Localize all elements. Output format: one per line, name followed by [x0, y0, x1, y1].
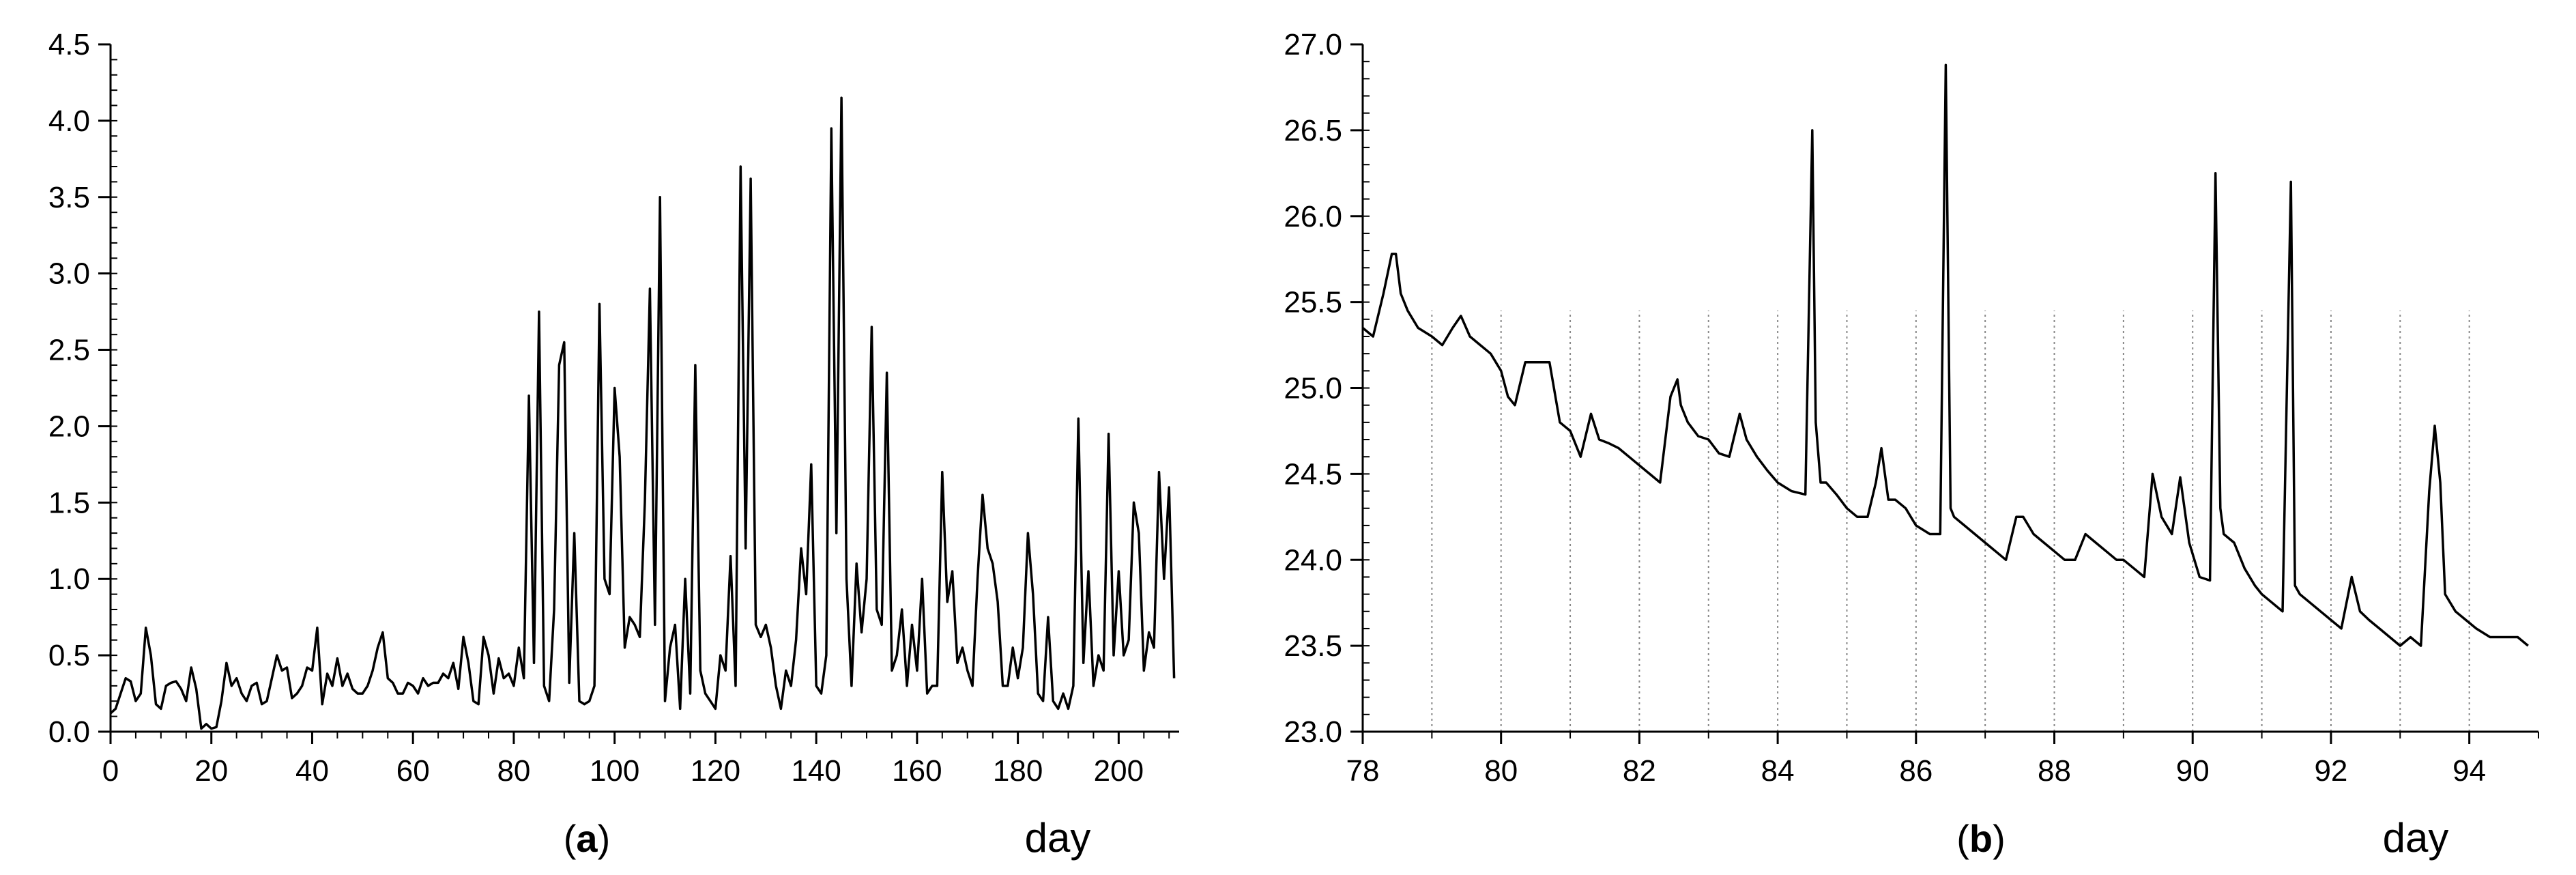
panel-b-y-tick-label-6: 26.0: [1284, 200, 1342, 233]
panel-b-y-tick-label-8: 27.0: [1284, 28, 1342, 61]
panel-a-x-tick-label-8: 160: [892, 754, 942, 788]
panel-b-ticks: [1350, 43, 2539, 744]
panel-b-x-tick-label-3: 84: [1761, 754, 1795, 788]
panel-b-xlabel: day: [2383, 815, 2449, 861]
panel-a-y-tick-label-7: 3.5: [48, 181, 90, 214]
panel-b-x-tick-label-7: 92: [2314, 754, 2347, 788]
panel-a-ticks: [98, 43, 1170, 744]
panel-a-x-tick-label-7: 140: [791, 754, 841, 788]
panel-b-y-tick-label-0: 23.0: [1284, 715, 1342, 749]
panel-b-x-tick-label-5: 88: [2038, 754, 2071, 788]
panel-b-y-tick-label-2: 24.0: [1284, 543, 1342, 577]
panel-a-x-tick-label-3: 60: [396, 754, 430, 788]
panel-a-y-tick-label-5: 2.5: [48, 334, 90, 367]
panel-a-x-tick-label-5: 100: [590, 754, 639, 788]
panel-a-tick-labels: 0.0 0.5 1.0 1.5 2.0 2.5 3.0 3.5 4.0 4.5 0 20 40 60 80 1…: [48, 28, 1144, 788]
panel-a-x-tick-label-9: 180: [993, 754, 1043, 788]
panel-a-x-tick-label-2: 40: [295, 754, 329, 788]
panel-a-x-tick-label-10: 200: [1094, 754, 1144, 788]
panel-b-x-tick-label-6: 90: [2176, 754, 2210, 788]
panel-a-y-tick-label-9: 4.5: [48, 28, 90, 61]
panel-b-y-tick-label-4: 25.0: [1284, 372, 1342, 405]
panel-b-x-tick-label-2: 82: [1623, 754, 1656, 788]
panel-a-series-line: [109, 96, 1176, 730]
panel-a-y-tick-label-1: 0.5: [48, 639, 90, 672]
panel-b-y-tick-label-5: 25.5: [1284, 286, 1342, 319]
panel-a-axes: [109, 44, 1179, 733]
panel-a-y-tick-label-0: 0.0: [48, 715, 90, 749]
panel-a-x-tick-label-6: 120: [691, 754, 740, 788]
panel-a-xlabel: day: [1025, 815, 1091, 861]
panel-b-y-tick-label-7: 26.5: [1284, 114, 1342, 147]
panel-a-y-tick-label-6: 3.0: [48, 257, 90, 291]
panel-b-series-line: [1361, 63, 2529, 647]
panel-b-axes: [1361, 44, 2538, 733]
panel-a-caption: (a): [564, 817, 610, 860]
panel-b-y-tick-label-1: 23.5: [1284, 629, 1342, 663]
panel-b-x-tick-label-8: 94: [2452, 754, 2486, 788]
panel-b-caption: (b): [1956, 817, 2006, 860]
panel-a-y-tick-label-3: 1.5: [48, 486, 90, 519]
panel-b: 23.0 23.5 24.0 24.5 25.0 25.5 26.0 26.5 27.0 78 80…: [1284, 28, 2539, 861]
panel-b-x-tick-label-1: 80: [1484, 754, 1518, 788]
panel-a-y-tick-label-8: 4.0: [48, 104, 90, 138]
panel-a-y-tick-label-4: 2.0: [48, 410, 90, 443]
panel-a-y-tick-label-2: 1.0: [48, 562, 90, 596]
panel-a-x-tick-label-0: 0: [102, 754, 119, 788]
panel-a-x-tick-label-4: 80: [497, 754, 530, 788]
panel-b-x-tick-label-4: 86: [1899, 754, 1933, 788]
panel-a: 0.0 0.5 1.0 1.5 2.0 2.5 3.0 3.5 4.0 4.5 0 20 40 60 80 1…: [48, 28, 1179, 861]
panel-b-gridlines: [1431, 311, 2470, 732]
panel-b-tick-labels: 23.0 23.5 24.0 24.5 25.0 25.5 26.0 26.5 27.0 78 80…: [1284, 28, 2486, 788]
panel-b-x-tick-label-0: 78: [1346, 754, 1380, 788]
panel-a-x-tick-label-1: 20: [194, 754, 228, 788]
panel-b-y-tick-label-3: 24.5: [1284, 457, 1342, 491]
